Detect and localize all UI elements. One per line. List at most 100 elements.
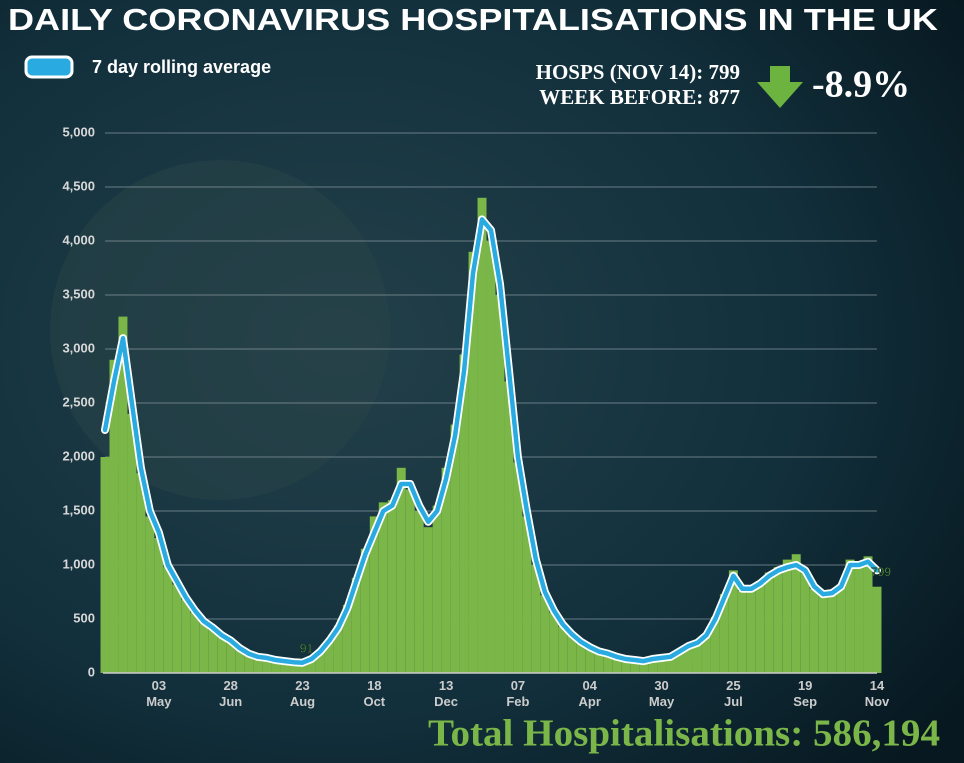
change-text: -8.9% [812, 64, 910, 106]
bar [728, 570, 738, 673]
bar [872, 586, 882, 673]
virus-decoration [50, 160, 390, 500]
bar [710, 616, 720, 673]
bar [378, 502, 388, 673]
bar [109, 359, 119, 673]
x-tick-label: 30 May [649, 678, 675, 709]
bar [289, 662, 298, 673]
stat-text: WEEK BEFORE: 877 [539, 85, 740, 109]
bar [648, 659, 658, 673]
x-tick-label: 19 Sep [793, 678, 817, 709]
bar [782, 559, 792, 673]
y-tick-label: 1,500 [62, 502, 95, 517]
bar [854, 562, 864, 673]
bar [360, 548, 370, 673]
bar [145, 516, 155, 673]
bar [387, 500, 397, 673]
bar [181, 599, 191, 673]
bar [127, 413, 137, 673]
bar [540, 595, 550, 673]
bar [226, 641, 236, 673]
bar [836, 584, 846, 673]
bar [262, 658, 272, 673]
bar [486, 241, 496, 673]
bar [567, 635, 577, 673]
bar [719, 594, 729, 673]
x-tick-label: 04 Apr [579, 678, 601, 709]
bar [351, 577, 361, 673]
x-tick-label: 18 Oct [363, 678, 385, 709]
bar [136, 473, 146, 673]
data-label: 799 [871, 565, 891, 579]
bar [621, 659, 631, 673]
bar [845, 559, 855, 673]
bar [100, 457, 110, 673]
bar [333, 625, 343, 673]
bar [800, 572, 810, 673]
bar [477, 197, 487, 674]
bar [666, 656, 676, 673]
down-arrow-icon [757, 66, 803, 108]
bar [827, 592, 837, 673]
legend-label: 7 day rolling average [92, 57, 271, 77]
bar [612, 657, 622, 673]
bar [441, 467, 451, 673]
bar [118, 316, 128, 673]
y-tick-label: 4,000 [62, 232, 95, 247]
x-tick-label: 28 Jun [219, 678, 242, 709]
y-tick-label: 500 [73, 610, 95, 625]
bar [773, 567, 783, 673]
bar [405, 489, 415, 673]
bar [630, 660, 640, 673]
y-tick-label: 3,500 [62, 286, 95, 301]
plot-area: 0 500 1,000 1,500 2,000 2,500 3,000 3,500 4,000 4… [62, 124, 891, 709]
bar [306, 657, 316, 673]
bar [315, 650, 325, 673]
stat-text: HOSPS (NOV 14): 799 [536, 60, 740, 84]
y-tick-label: 2,500 [62, 394, 95, 409]
y-tick-label: 1,000 [62, 556, 95, 571]
bar [522, 516, 532, 673]
bar [549, 612, 559, 673]
bar [513, 462, 523, 673]
bar [369, 516, 379, 673]
total-text: Total Hospitalisations: 586,194 [428, 713, 940, 755]
bar [199, 622, 209, 673]
bar [432, 505, 442, 673]
bar [809, 588, 819, 673]
bar [818, 595, 828, 673]
bar [558, 626, 568, 673]
bar [504, 381, 514, 673]
bar [244, 654, 254, 673]
bar [154, 538, 164, 673]
data-label: 91 [300, 641, 314, 655]
bar [639, 661, 649, 673]
y-tick-label: 2,000 [62, 448, 95, 463]
bar [414, 511, 424, 673]
bar [791, 554, 801, 673]
bar [190, 612, 200, 673]
bar [450, 424, 460, 673]
bar [208, 629, 218, 673]
bar [576, 642, 586, 673]
bar [657, 658, 667, 673]
bar [271, 660, 281, 673]
y-tick-label: 5,000 [62, 124, 95, 139]
bar [594, 651, 604, 673]
bar [863, 556, 873, 673]
bar [585, 648, 595, 673]
x-tick-label: 25 Jul [724, 678, 743, 709]
bar [495, 295, 505, 673]
chart-title: DAILY CORONAVIRUS HOSPITALISATIONS IN TH… [8, 2, 939, 37]
y-tick-label: 3,000 [62, 340, 95, 355]
bar [746, 587, 756, 673]
bar [280, 661, 290, 673]
bar [396, 467, 406, 673]
bar [701, 635, 711, 673]
bar [603, 654, 613, 673]
bar [755, 581, 765, 673]
y-tick-label: 4,500 [62, 178, 95, 193]
bar [324, 639, 334, 673]
bar [468, 251, 478, 674]
